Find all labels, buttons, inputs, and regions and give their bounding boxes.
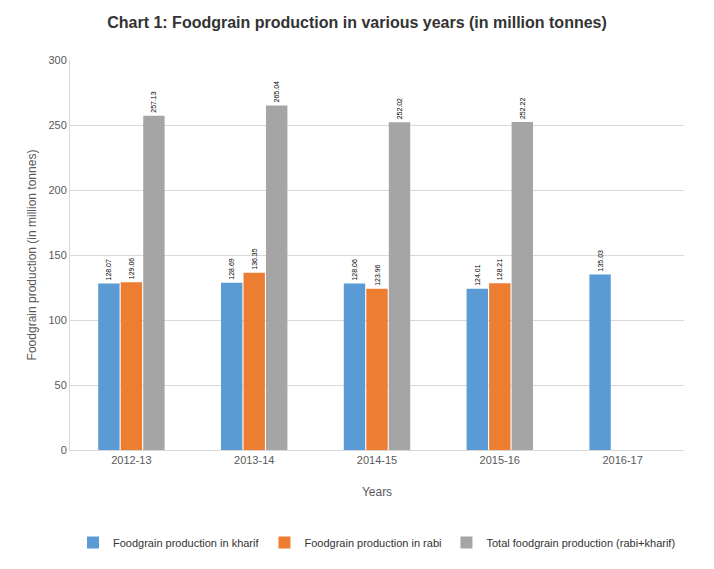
svg-text:252.22: 252.22 bbox=[519, 98, 526, 119]
svg-text:100: 100 bbox=[48, 314, 66, 326]
svg-text:123.96: 123.96 bbox=[374, 264, 381, 285]
svg-text:0: 0 bbox=[61, 444, 67, 456]
svg-text:265.04: 265.04 bbox=[273, 81, 280, 102]
svg-text:2013-14: 2013-14 bbox=[234, 454, 274, 466]
svg-text:200: 200 bbox=[48, 184, 66, 196]
svg-text:50: 50 bbox=[55, 379, 67, 391]
svg-text:136.35: 136.35 bbox=[251, 248, 258, 269]
svg-text:2015-16: 2015-16 bbox=[480, 454, 520, 466]
svg-text:300: 300 bbox=[48, 54, 66, 66]
svg-text:128.69: 128.69 bbox=[228, 258, 235, 279]
svg-text:Foodgrain production in kharif: Foodgrain production in kharif bbox=[113, 537, 259, 549]
svg-text:124.01: 124.01 bbox=[474, 264, 481, 285]
svg-text:128.21: 128.21 bbox=[496, 259, 503, 280]
svg-text:2012-13: 2012-13 bbox=[111, 454, 151, 466]
svg-text:Foodgrain production in rabi: Foodgrain production in rabi bbox=[304, 537, 441, 549]
svg-text:135.03: 135.03 bbox=[597, 250, 604, 271]
svg-text:Total foodgrain production (ra: Total foodgrain production (rabi+kharif) bbox=[486, 537, 675, 549]
svg-text:2016-17: 2016-17 bbox=[602, 454, 642, 466]
svg-text:257.13: 257.13 bbox=[150, 91, 157, 112]
svg-text:252.02: 252.02 bbox=[396, 98, 403, 119]
svg-text:129.06: 129.06 bbox=[128, 258, 135, 279]
svg-text:128.07: 128.07 bbox=[105, 259, 112, 280]
svg-text:250: 250 bbox=[48, 119, 66, 131]
svg-text:2014-15: 2014-15 bbox=[357, 454, 397, 466]
svg-text:128.06: 128.06 bbox=[351, 259, 358, 280]
svg-text:Foodgrain production (in milli: Foodgrain production (in million tonnes) bbox=[25, 150, 39, 361]
svg-text:Chart 1: Foodgrain production: Chart 1: Foodgrain production in various… bbox=[107, 14, 607, 31]
svg-text:150: 150 bbox=[48, 249, 66, 261]
svg-text:Years: Years bbox=[362, 485, 392, 499]
